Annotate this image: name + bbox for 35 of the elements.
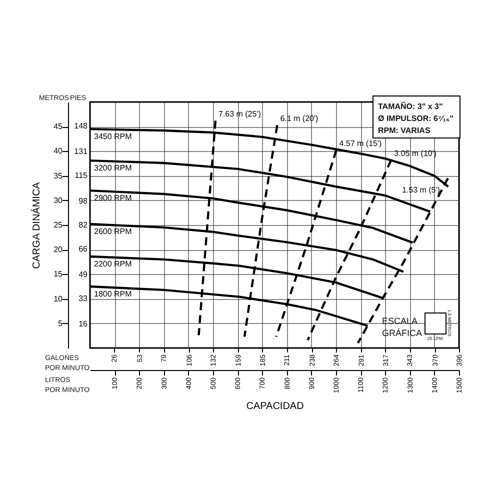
series-label: 2600 RPM xyxy=(94,227,132,236)
annotation: ESCALA GRÁFICA xyxy=(382,316,422,338)
series-label: 7.63 m (25') xyxy=(218,110,262,119)
y-tick-label: 20 xyxy=(54,245,64,254)
y2-tick-label: 82 xyxy=(78,220,88,230)
y2-tick-label: 66 xyxy=(78,244,88,254)
series-label: 3450 RPM xyxy=(94,132,132,142)
x-axis-title: CAPACIDAD xyxy=(246,401,304,412)
y-tick-label: 40 xyxy=(54,146,64,156)
annotation: Ø IMPULSOR: 6⁷⁄₁₆" xyxy=(378,114,454,123)
y2-tick-label: 33 xyxy=(78,294,88,303)
series-label: 2900 RPM xyxy=(94,194,132,203)
y-tick-label: 35 xyxy=(54,171,64,180)
y-tick-label: 10 xyxy=(54,294,64,304)
series-label: 1800 RPM xyxy=(94,290,132,298)
y-tick-label: 15 xyxy=(54,270,64,279)
y-axis-title: CARGA DINÁMICA xyxy=(30,182,43,269)
y2-tick-label: 49 xyxy=(78,270,88,279)
series-label: 4.57 m (15') xyxy=(339,139,382,148)
y2-tick-label: 115 xyxy=(74,171,88,180)
y2-tick-label: 148 xyxy=(74,122,88,130)
series-label: 6.1 m (20') xyxy=(280,114,319,124)
y-tick-label: 30 xyxy=(54,196,64,205)
y-tick-label: 5 xyxy=(58,318,64,328)
series-label: 2200 RPM xyxy=(94,259,132,268)
series-label: 3.05 m (10') xyxy=(394,149,437,158)
series-label: 1.53 m (5') xyxy=(402,185,440,194)
y2-tick-label: 16 xyxy=(78,320,88,328)
y2-tick-label: 131 xyxy=(74,147,88,156)
y-tick-label: 25 xyxy=(54,220,64,230)
annotation: RPM: VARIAS xyxy=(378,126,431,135)
series-label: 3200 RPM xyxy=(94,164,132,173)
annotation: TAMAÑO: 3" x 3" xyxy=(378,101,443,111)
y2-tick-label: 98 xyxy=(78,196,88,206)
y-tick-label: 45 xyxy=(54,122,64,132)
